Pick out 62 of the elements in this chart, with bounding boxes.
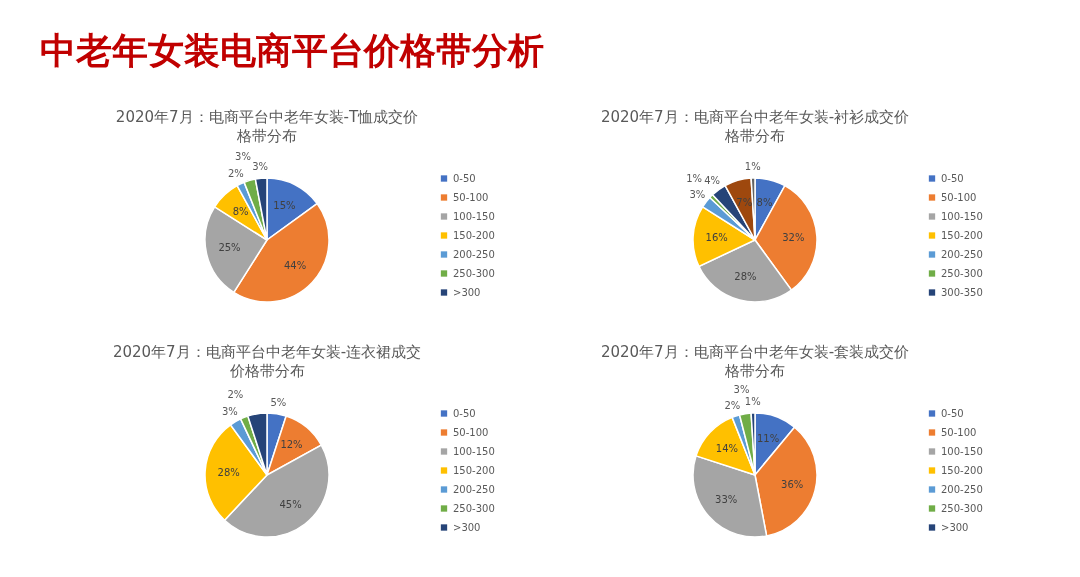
legend-label: 250-300 xyxy=(453,267,495,279)
data-label: 36% xyxy=(781,478,804,490)
data-label: 8% xyxy=(232,205,249,217)
data-label: 4% xyxy=(704,174,721,186)
legend-label: 200-250 xyxy=(453,248,495,260)
legend-label: 250-300 xyxy=(453,502,495,514)
legend-label: 50-100 xyxy=(453,191,489,203)
legend-label: 200-250 xyxy=(941,248,983,260)
legend-label: 100-150 xyxy=(453,210,495,222)
legend-label: 300-350 xyxy=(941,286,983,298)
data-label: 14% xyxy=(715,442,739,454)
data-label: 33% xyxy=(715,494,738,506)
legend-label: 150-200 xyxy=(453,229,495,241)
data-label: 2% xyxy=(724,399,741,411)
data-label: 3% xyxy=(235,151,251,163)
data-label: 28% xyxy=(734,271,757,283)
legend-label: 100-150 xyxy=(453,445,495,457)
legend-label: 50-100 xyxy=(941,426,977,438)
legend-label: >300 xyxy=(453,521,481,533)
data-label: 12% xyxy=(280,439,303,451)
legend-label: 100-150 xyxy=(941,210,983,222)
legend-label: >300 xyxy=(941,521,969,533)
legend-label: 0-50 xyxy=(453,172,476,184)
data-label: 28% xyxy=(217,466,240,478)
legend-label: 0-50 xyxy=(941,172,964,184)
legend-label: >300 xyxy=(453,286,481,298)
data-label: 32% xyxy=(782,231,805,243)
legend-label: 250-300 xyxy=(941,267,983,279)
data-label: 15% xyxy=(273,199,296,211)
data-label: 8% xyxy=(756,196,773,208)
legend-label: 150-200 xyxy=(453,464,495,476)
legend-label: 200-250 xyxy=(941,483,983,495)
chart-title: 2020年7月：电商平台中老年女装-衬衫成交价格带分布 xyxy=(600,108,910,145)
data-label: 44% xyxy=(283,260,307,272)
legend-label: 200-250 xyxy=(453,483,495,495)
data-label: 3% xyxy=(689,189,706,201)
legend-label: 0-50 xyxy=(453,407,476,419)
legend-label: 100-150 xyxy=(941,445,983,457)
chart-title: 2020年7月：电商平台中老年女装-T恤成交价格带分布 xyxy=(115,108,419,145)
data-label: 3% xyxy=(733,384,750,396)
legend-label: 150-200 xyxy=(941,464,983,476)
legend-label: 50-100 xyxy=(453,426,489,438)
data-label: 7% xyxy=(736,197,753,209)
data-label: 16% xyxy=(705,231,728,243)
data-label: 1% xyxy=(744,161,761,173)
chart-title: 2020年7月：电商平台中老年女装-套装成交价格带分布 xyxy=(600,343,910,380)
data-label: 1% xyxy=(744,396,761,408)
data-label: 5% xyxy=(270,396,287,408)
legend-label: 50-100 xyxy=(941,191,977,203)
legend-label: 150-200 xyxy=(941,229,983,241)
data-label: 3% xyxy=(221,406,238,418)
data-label: 3% xyxy=(252,161,269,173)
data-label: 11% xyxy=(756,432,780,444)
data-label: 25% xyxy=(218,242,241,254)
legend-label: 0-50 xyxy=(941,407,964,419)
data-label: 2% xyxy=(227,167,244,179)
data-label: 45% xyxy=(279,499,302,511)
data-label: 1% xyxy=(686,173,703,185)
data-label: 2% xyxy=(227,389,244,401)
legend-label: 250-300 xyxy=(941,502,983,514)
chart-title: 2020年7月：电商平台中老年女装-连衣裙成交价格带分布 xyxy=(112,343,422,380)
text: 中老年女装电商平台价格带分析 xyxy=(40,30,544,71)
